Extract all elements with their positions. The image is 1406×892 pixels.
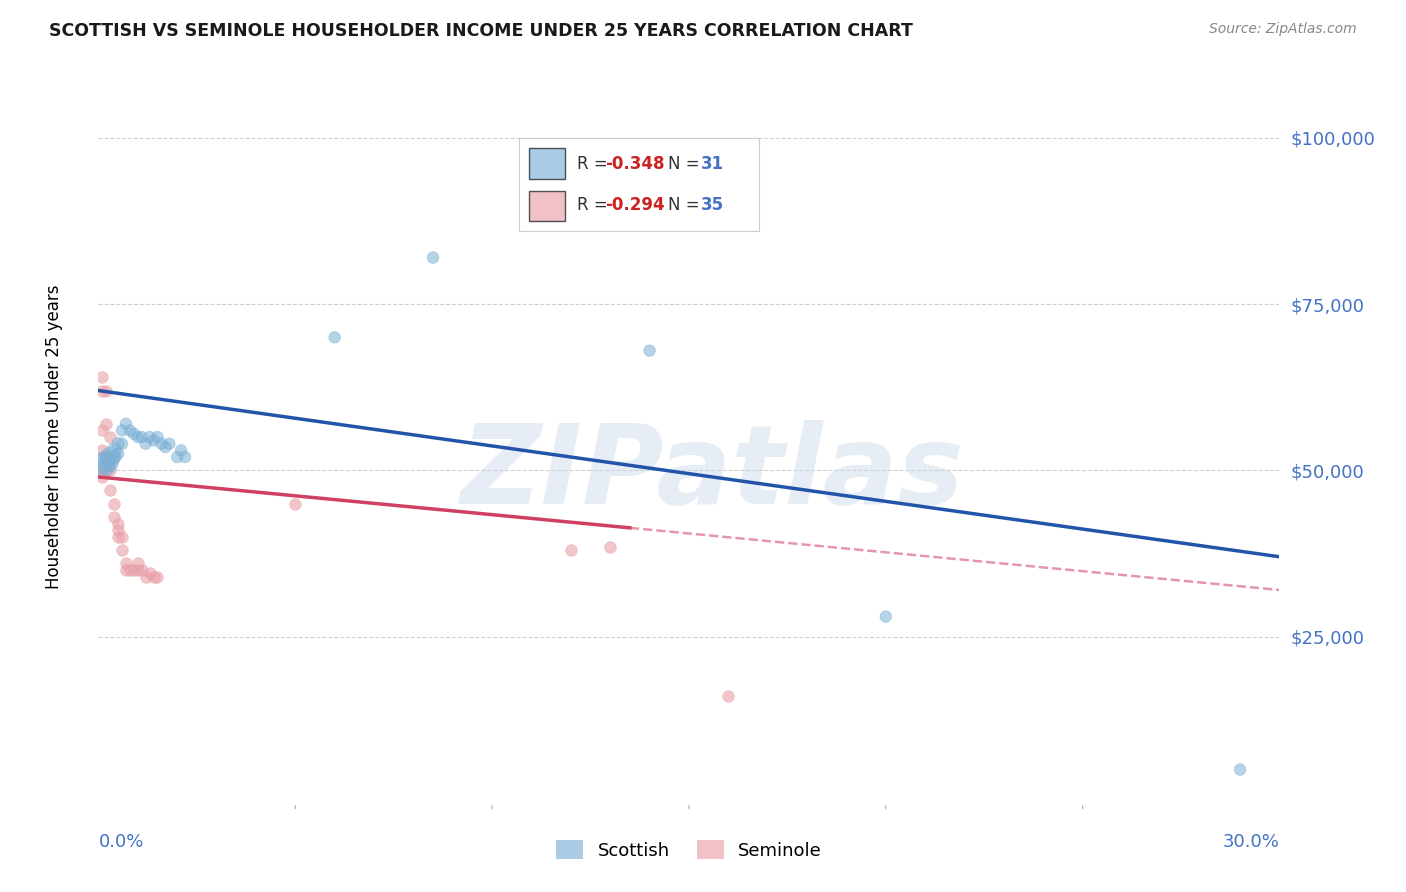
Point [91, 470, 114, 484]
Text: -0.348: -0.348 [606, 155, 665, 173]
Point [150, 436, 173, 450]
Point [98, 483, 121, 498]
Point [118, 424, 141, 438]
Legend: Scottish, Seminole: Scottish, Seminole [548, 833, 830, 867]
Point [98, 430, 121, 444]
Text: 35: 35 [702, 195, 724, 214]
Text: 30.0%: 30.0% [1223, 833, 1279, 851]
Point [103, 443, 125, 458]
Point [142, 434, 165, 448]
Point [122, 563, 145, 577]
Point [599, 540, 621, 554]
Point [91, 457, 114, 471]
Text: -0.294: -0.294 [606, 195, 665, 214]
Point [131, 563, 153, 577]
Point [115, 563, 138, 577]
Text: Householder Income Under 25 years: Householder Income Under 25 years [45, 285, 62, 590]
Text: 0.0%: 0.0% [98, 833, 143, 851]
Point [166, 450, 188, 464]
Text: Source: ZipAtlas.com: Source: ZipAtlas.com [1209, 22, 1357, 37]
Point [146, 570, 169, 584]
Point [142, 570, 165, 584]
Point [96, 417, 118, 431]
Point [138, 430, 160, 444]
Point [107, 447, 129, 461]
Point [91, 463, 114, 477]
Text: R =: R = [576, 155, 613, 173]
Point [98, 450, 121, 464]
Point [1229, 763, 1251, 777]
Point [875, 609, 897, 624]
Text: N =: N = [668, 195, 704, 214]
Point [717, 690, 740, 704]
Point [127, 557, 149, 571]
Point [118, 563, 141, 577]
Point [115, 417, 138, 431]
Point [111, 530, 134, 544]
Point [96, 450, 118, 464]
Point [103, 450, 125, 464]
Point [111, 436, 134, 450]
Point [422, 251, 444, 265]
Text: R =: R = [576, 195, 613, 214]
Point [98, 457, 121, 471]
Point [135, 570, 157, 584]
Point [131, 430, 153, 444]
Point [284, 497, 307, 511]
Point [138, 566, 160, 581]
Point [107, 436, 129, 450]
Point [96, 460, 118, 475]
Point [103, 497, 125, 511]
Point [146, 430, 169, 444]
Point [111, 543, 134, 558]
Point [560, 543, 582, 558]
Text: SCOTTISH VS SEMINOLE HOUSEHOLDER INCOME UNDER 25 YEARS CORRELATION CHART: SCOTTISH VS SEMINOLE HOUSEHOLDER INCOME … [49, 22, 912, 40]
Point [157, 436, 180, 450]
Point [323, 330, 346, 344]
Text: ZIPatlas: ZIPatlas [461, 420, 965, 527]
Point [135, 436, 157, 450]
FancyBboxPatch shape [529, 148, 565, 178]
Point [127, 563, 149, 577]
Point [127, 430, 149, 444]
Point [115, 557, 138, 571]
Point [107, 516, 129, 531]
Point [122, 426, 145, 441]
Text: N =: N = [668, 155, 704, 173]
Point [170, 443, 193, 458]
Point [107, 523, 129, 537]
Point [107, 530, 129, 544]
Point [96, 453, 118, 467]
Point [98, 463, 121, 477]
Point [638, 343, 661, 358]
Point [174, 450, 197, 464]
Point [91, 443, 114, 458]
Point [91, 370, 114, 384]
Point [155, 440, 177, 454]
Point [96, 463, 118, 477]
FancyBboxPatch shape [529, 191, 565, 221]
Point [91, 384, 114, 398]
Text: 31: 31 [702, 155, 724, 173]
Point [103, 509, 125, 524]
Point [111, 424, 134, 438]
Point [96, 384, 118, 398]
Point [91, 424, 114, 438]
